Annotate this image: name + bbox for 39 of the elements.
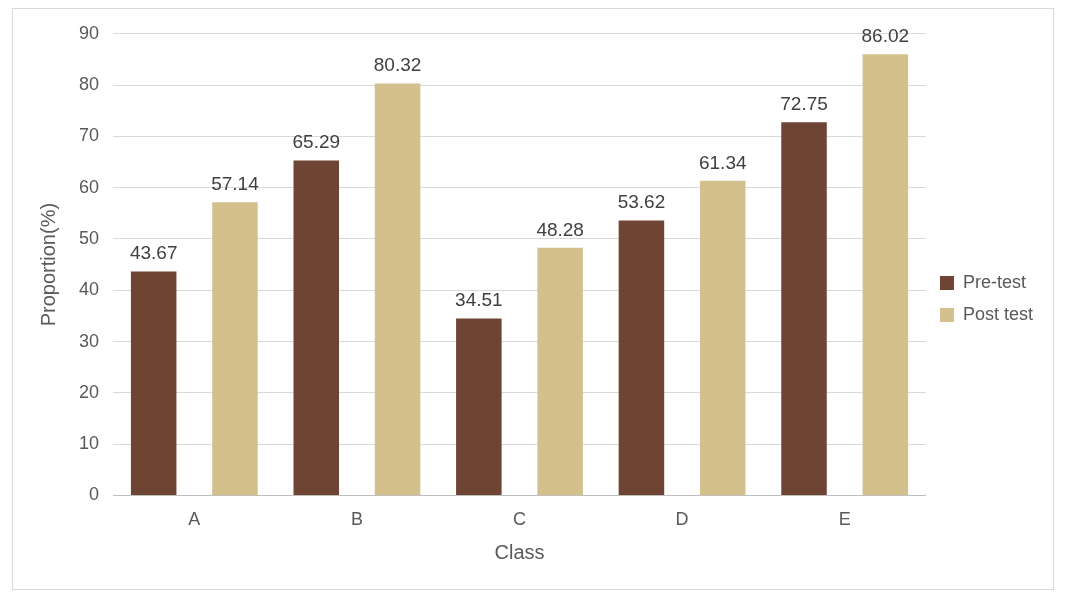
bar — [456, 318, 502, 495]
x-axis-title: Class — [494, 540, 545, 563]
data-label: 48.28 — [536, 218, 584, 240]
x-tick-label: E — [838, 509, 851, 530]
legend-label: Pre-test — [962, 271, 1026, 292]
bar — [862, 54, 909, 495]
y-tick-label: 90 — [78, 22, 100, 43]
data-label: 43.67 — [129, 242, 178, 264]
bar — [618, 220, 665, 495]
bar — [781, 122, 827, 495]
bar — [374, 83, 421, 495]
y-tick-label: 50 — [78, 227, 100, 248]
data-label: 34.51 — [455, 289, 503, 311]
bar — [699, 180, 746, 495]
y-tick-label: 80 — [78, 74, 100, 95]
legend-label: Post test — [962, 303, 1033, 324]
y-tick-label: 60 — [78, 176, 100, 197]
bar — [293, 160, 340, 495]
bar — [130, 271, 177, 495]
data-label: 80.32 — [373, 54, 422, 76]
y-tick-label: 20 — [78, 381, 100, 402]
data-label: 72.75 — [780, 93, 828, 115]
y-tick-label: 30 — [78, 330, 100, 351]
data-label: 86.02 — [861, 24, 910, 46]
data-label: 61.34 — [698, 151, 747, 173]
y-tick-label: 70 — [78, 125, 100, 146]
data-label: 57.14 — [211, 173, 260, 195]
y-tick-label: 0 — [89, 484, 100, 505]
bar — [537, 247, 583, 495]
x-tick-label: B — [350, 509, 363, 530]
x-tick-label: C — [513, 509, 526, 530]
data-label: 65.29 — [292, 131, 341, 153]
data-label: 53.62 — [617, 191, 666, 213]
x-tick-label: A — [188, 509, 201, 530]
y-axis-title: Proportion(%) — [36, 202, 59, 327]
x-tick-label: D — [675, 509, 689, 530]
y-tick-label: 40 — [78, 279, 100, 300]
bar — [212, 202, 258, 495]
y-tick-label: 10 — [78, 433, 100, 454]
